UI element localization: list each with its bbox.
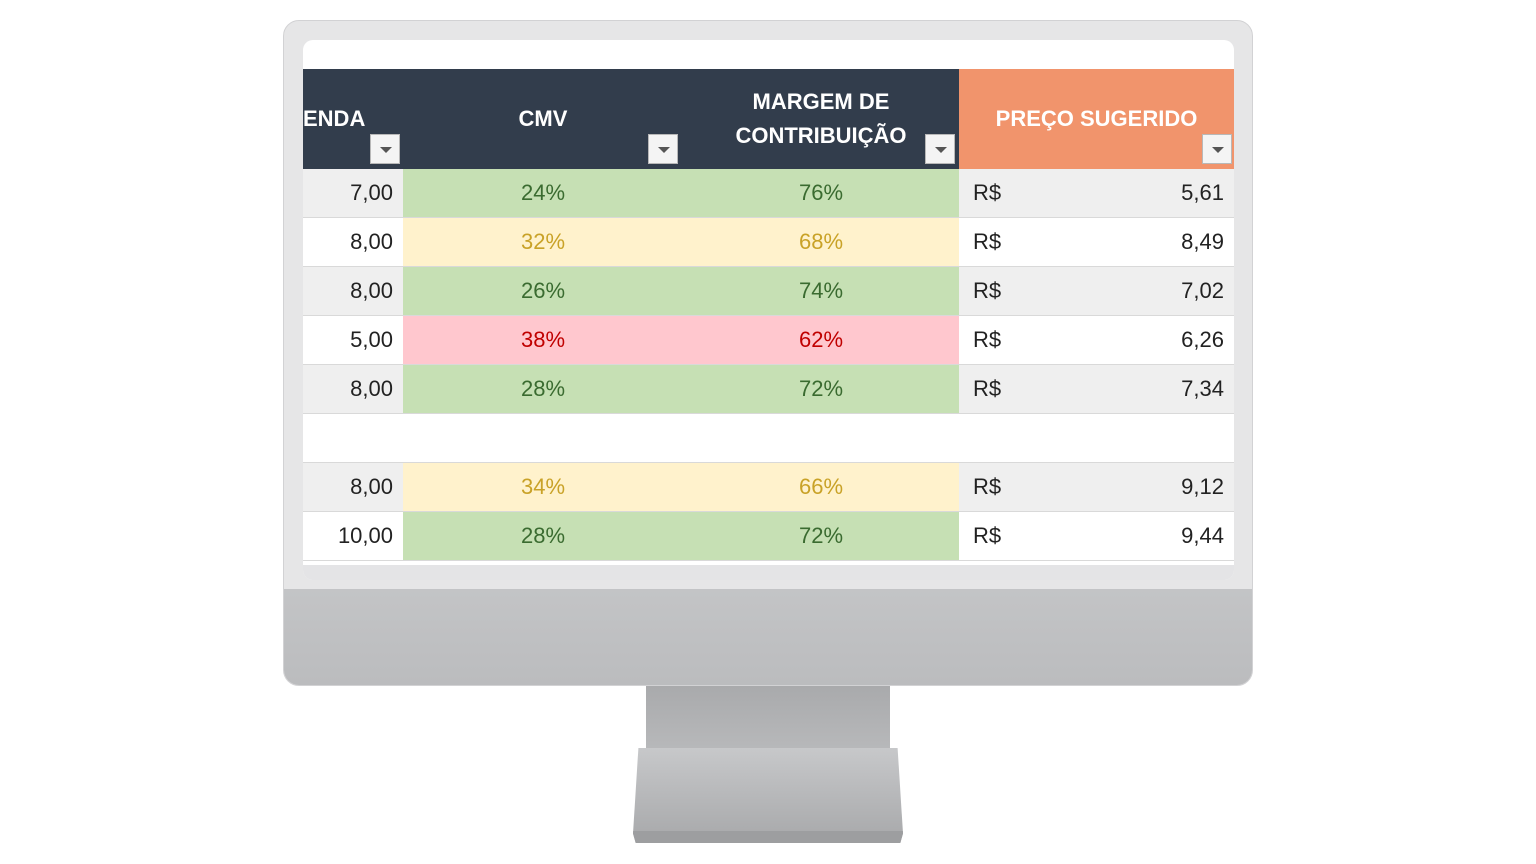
cell-moeda[interactable]: R$ <box>973 523 1002 548</box>
header-venda: ENDA <box>303 106 366 131</box>
cell-cmv[interactable]: 28% <box>403 365 683 413</box>
cell-cmv[interactable]: 26% <box>403 267 683 315</box>
cell-preco-sugerido[interactable]: 9,12 <box>1181 474 1224 499</box>
filter-dropdown-cmv-icon[interactable] <box>648 134 678 164</box>
cell-preco-sugerido[interactable]: 5,61 <box>1181 180 1224 205</box>
cell-moeda[interactable]: R$ <box>973 376 1002 401</box>
cell-moeda[interactable]: R$ <box>973 180 1002 205</box>
monitor-chin <box>284 589 1252 685</box>
cell-preco-sugerido[interactable]: 9,44 <box>1181 523 1224 548</box>
header-cmv: CMV <box>518 106 568 131</box>
cell-preco-venda[interactable]: 5,00 <box>350 327 393 352</box>
table-row <box>303 414 1234 463</box>
header-margem-line1: MARGEM DE <box>752 89 890 114</box>
cell-margem[interactable]: 72% <box>683 365 959 413</box>
cell-preco-venda[interactable]: 8,00 <box>350 474 393 499</box>
cell-cmv[interactable]: 34% <box>403 463 683 511</box>
header-accent-cell <box>959 69 1234 169</box>
cell-preco-sugerido[interactable]: 6,26 <box>1181 327 1224 352</box>
cell-preco-sugerido[interactable]: 8,49 <box>1181 229 1224 254</box>
screen-bottom-strip <box>303 565 1234 580</box>
cell-preco-sugerido[interactable]: 7,34 <box>1181 376 1224 401</box>
cell-preco-sugerido[interactable] <box>1059 414 1234 462</box>
cell-preco-venda[interactable]: 8,00 <box>350 229 393 254</box>
cell-cmv[interactable]: 32% <box>403 218 683 266</box>
cell-moeda[interactable] <box>959 414 1059 462</box>
cell-preco-sugerido[interactable]: 7,02 <box>1181 278 1224 303</box>
cell-preco-venda[interactable]: 8,00 <box>350 376 393 401</box>
table-row: 8,00 26% 74% R$ 7,02 <box>303 267 1234 316</box>
cell-moeda[interactable]: R$ <box>973 327 1002 352</box>
filter-dropdown-preco-icon[interactable] <box>1202 134 1232 164</box>
cell-margem[interactable] <box>683 414 959 462</box>
cell-cmv[interactable]: 38% <box>403 316 683 364</box>
cell-cmv[interactable] <box>403 414 683 462</box>
cell-cmv[interactable]: 28% <box>403 512 683 560</box>
cell-preco-venda[interactable]: 10,00 <box>337 523 393 548</box>
cell-cmv[interactable]: 24% <box>403 169 683 217</box>
header-margem: MARGEM DE CONTRIBUIÇÃO <box>683 69 959 169</box>
cell-margem[interactable]: 72% <box>683 512 959 560</box>
cell-preco-venda[interactable]: 7,00 <box>350 180 393 205</box>
monitor-stand-neck <box>646 686 890 748</box>
cell-moeda[interactable]: R$ <box>973 229 1002 254</box>
cell-preco-venda[interactable]: 8,00 <box>350 278 393 303</box>
cell-margem[interactable]: 62% <box>683 316 959 364</box>
table-row: 7,00 24% 76% R$ 5,61 <box>303 169 1234 218</box>
spreadsheet-screen: ENDA CMV MARGEM DE CONTRIBUIÇÃO PREÇO SU… <box>303 40 1234 580</box>
table-row: 10,00 28% 72% R$ 9,44 <box>303 512 1234 561</box>
monitor-frame: ENDA CMV MARGEM DE CONTRIBUIÇÃO PREÇO SU… <box>283 20 1253 686</box>
cell-moeda[interactable]: R$ <box>973 474 1002 499</box>
header-preco-sugerido: PREÇO SUGERIDO <box>995 106 1198 131</box>
header-margem-line2: CONTRIBUIÇÃO <box>735 123 907 148</box>
table-row: 8,00 28% 72% R$ 7,34 <box>303 365 1234 414</box>
table-row: 8,00 32% 68% R$ 8,49 <box>303 218 1234 267</box>
monitor-stand-base <box>633 748 903 843</box>
cell-margem[interactable]: 74% <box>683 267 959 315</box>
cell-margem[interactable]: 76% <box>683 169 959 217</box>
cell-margem[interactable]: 68% <box>683 218 959 266</box>
filter-dropdown-margem-icon[interactable] <box>925 134 955 164</box>
cell-moeda[interactable]: R$ <box>973 278 1002 303</box>
table-row: 5,00 38% 62% R$ 6,26 <box>303 316 1234 365</box>
table-row: 8,00 34% 66% R$ 9,12 <box>303 463 1234 512</box>
cell-margem[interactable]: 66% <box>683 463 959 511</box>
table-header: ENDA CMV MARGEM DE CONTRIBUIÇÃO PREÇO SU… <box>303 69 1234 169</box>
cell-preco-venda[interactable] <box>303 414 403 462</box>
filter-dropdown-venda-icon[interactable] <box>370 134 400 164</box>
